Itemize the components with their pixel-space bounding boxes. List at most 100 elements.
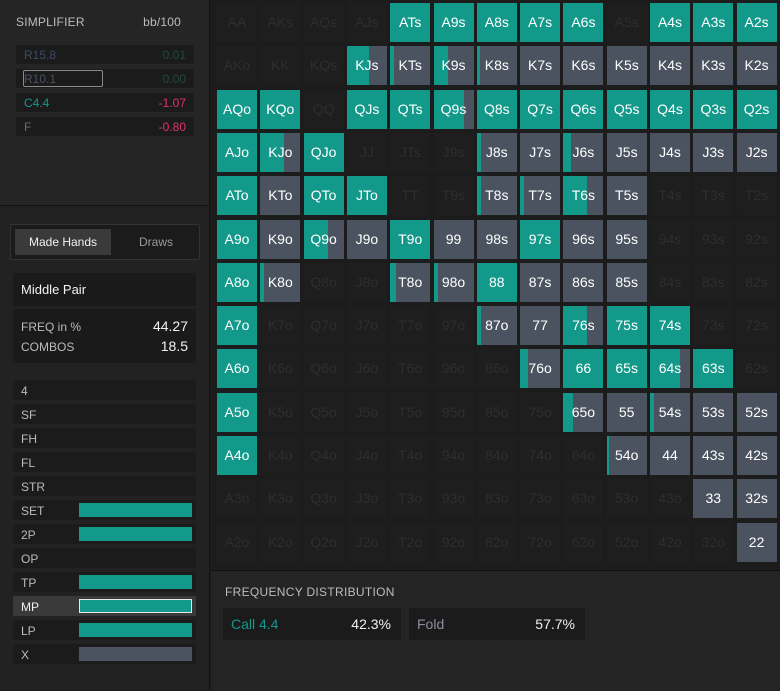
hand-cell-85o[interactable]: 85o: [476, 392, 517, 432]
hand-cell-a4s[interactable]: A4s: [650, 3, 690, 42]
hand-cell-94s[interactable]: 94s: [650, 219, 690, 259]
hand-cell-j5s[interactable]: J5s: [606, 132, 647, 172]
hand-cell-52s[interactable]: 52s: [736, 392, 777, 432]
hand-cell-q6s[interactable]: Q6s: [563, 89, 604, 129]
hand-cell-k6o[interactable]: K6o: [260, 349, 301, 389]
hand-cell-q8s[interactable]: Q8s: [476, 89, 517, 129]
hand-cell-42s[interactable]: 42s: [736, 436, 777, 475]
hand-cell-76o[interactable]: 76o: [520, 349, 561, 389]
hand-cell-63s[interactable]: 63s: [693, 349, 734, 389]
hand-cell-t8s[interactable]: T8s: [476, 176, 517, 216]
hand-cell-95s[interactable]: 95s: [606, 219, 647, 259]
hand-cell-k7s[interactable]: K7s: [520, 46, 561, 86]
hand-cell-98s[interactable]: 98s: [476, 219, 517, 259]
action-row[interactable]: F -0.80: [16, 117, 194, 136]
hand-cell-j6s[interactable]: J6s: [563, 132, 604, 172]
hand-cell-k2s[interactable]: K2s: [736, 46, 777, 86]
hand-cell-a9s[interactable]: A9s: [433, 3, 474, 42]
hand-cell-t7s[interactable]: T7s: [520, 176, 561, 216]
hand-cell-43o[interactable]: 43o: [650, 479, 690, 519]
category-row-x[interactable]: X: [13, 644, 196, 664]
hand-cell-a8o[interactable]: A8o: [217, 262, 257, 302]
hand-cell-a7o[interactable]: A7o: [217, 306, 257, 346]
category-row-fl[interactable]: FL: [13, 452, 196, 472]
hand-cell-a3s[interactable]: A3s: [693, 3, 734, 42]
hand-cell-62o[interactable]: 62o: [563, 522, 604, 562]
hand-cell-a9o[interactable]: A9o: [217, 219, 257, 259]
hand-cell-82o[interactable]: 82o: [476, 522, 517, 562]
hand-cell-kts[interactable]: KTs: [390, 46, 431, 86]
action-row[interactable]: R10.1 0.00: [16, 69, 194, 88]
hand-cell-q7s[interactable]: Q7s: [520, 89, 561, 129]
hand-cell-t2s[interactable]: T2s: [736, 176, 777, 216]
hand-cell-a3o[interactable]: A3o: [217, 479, 257, 519]
hand-cell-kk[interactable]: KK: [260, 46, 301, 86]
hand-cell-32o[interactable]: 32o: [693, 522, 734, 562]
hand-cell-aqo[interactable]: AQo: [217, 89, 257, 129]
hand-cell-52o[interactable]: 52o: [606, 522, 647, 562]
hand-cell-94o[interactable]: 94o: [433, 436, 474, 475]
hand-cell-j6o[interactable]: J6o: [346, 349, 387, 389]
hand-cell-jts[interactable]: JTs: [390, 132, 431, 172]
hand-cell-a7s[interactable]: A7s: [520, 3, 561, 42]
hand-cell-ato[interactable]: ATo: [217, 176, 257, 216]
hand-cell-aks[interactable]: AKs: [260, 3, 301, 42]
hand-cell-j2s[interactable]: J2s: [736, 132, 777, 172]
hand-cell-kjs[interactable]: KJs: [346, 46, 387, 86]
hand-cell-ajo[interactable]: AJo: [217, 132, 257, 172]
hand-cell-kjo[interactable]: KJo: [260, 132, 301, 172]
hand-cell-qjs[interactable]: QJs: [346, 89, 387, 129]
hand-cell-53o[interactable]: 53o: [606, 479, 647, 519]
hand-cell-k5s[interactable]: K5s: [606, 46, 647, 86]
hand-cell-kqo[interactable]: KQo: [260, 89, 301, 129]
hand-cell-t8o[interactable]: T8o: [390, 262, 431, 302]
hand-cell-j8o[interactable]: J8o: [346, 262, 387, 302]
hand-cell-t6o[interactable]: T6o: [390, 349, 431, 389]
hand-cell-97s[interactable]: 97s: [520, 219, 561, 259]
hand-cell-q5o[interactable]: Q5o: [303, 392, 344, 432]
hand-cell-84s[interactable]: 84s: [650, 262, 690, 302]
hand-cell-t2o[interactable]: T2o: [390, 522, 431, 562]
hand-cell-t9o[interactable]: T9o: [390, 219, 431, 259]
hand-cell-kqs[interactable]: KQs: [303, 46, 344, 86]
hand-cell-86o[interactable]: 86o: [476, 349, 517, 389]
hand-cell-t6s[interactable]: T6s: [563, 176, 604, 216]
hand-cell-q4o[interactable]: Q4o: [303, 436, 344, 475]
hand-cell-k4o[interactable]: K4o: [260, 436, 301, 475]
hand-cell-95o[interactable]: 95o: [433, 392, 474, 432]
hand-cell-82s[interactable]: 82s: [736, 262, 777, 302]
hand-cell-ats[interactable]: ATs: [390, 3, 431, 42]
category-row-lp[interactable]: LP: [13, 620, 196, 640]
hand-cell-aqs[interactable]: AQs: [303, 3, 344, 42]
hand-cell-74s[interactable]: 74s: [650, 306, 690, 346]
category-row-tp[interactable]: TP: [13, 572, 196, 592]
hand-cell-73o[interactable]: 73o: [520, 479, 561, 519]
hand-cell-a6o[interactable]: A6o: [217, 349, 257, 389]
hand-cell-j9o[interactable]: J9o: [346, 219, 387, 259]
hand-cell-q6o[interactable]: Q6o: [303, 349, 344, 389]
hand-cell-q2o[interactable]: Q2o: [303, 522, 344, 562]
hand-cell-88[interactable]: 88: [476, 262, 517, 302]
hand-cell-k9o[interactable]: K9o: [260, 219, 301, 259]
hand-cell-43s[interactable]: 43s: [693, 436, 734, 475]
hand-cell-a8s[interactable]: A8s: [476, 3, 517, 42]
hand-cell-a4o[interactable]: A4o: [217, 436, 257, 475]
hand-cell-t9s[interactable]: T9s: [433, 176, 474, 216]
hand-cell-j4o[interactable]: J4o: [346, 436, 387, 475]
hand-cell-k2o[interactable]: K2o: [260, 522, 301, 562]
category-row-mp[interactable]: MP: [13, 596, 196, 616]
hand-cell-75s[interactable]: 75s: [606, 306, 647, 346]
hand-cell-q4s[interactable]: Q4s: [650, 89, 690, 129]
hand-cell-ajs[interactable]: AJs: [346, 3, 387, 42]
hand-cell-k6s[interactable]: K6s: [563, 46, 604, 86]
hand-cell-64s[interactable]: 64s: [650, 349, 690, 389]
hand-cell-a6s[interactable]: A6s: [563, 3, 604, 42]
action-row[interactable]: R15.8 0.01: [16, 45, 194, 64]
hand-cell-86s[interactable]: 86s: [563, 262, 604, 302]
hand-cell-99[interactable]: 99: [433, 219, 474, 259]
hand-cell-k9s[interactable]: K9s: [433, 46, 474, 86]
hand-cell-k3o[interactable]: K3o: [260, 479, 301, 519]
tab-made-hands[interactable]: Made Hands: [15, 229, 111, 255]
hand-cell-96o[interactable]: 96o: [433, 349, 474, 389]
category-row-fh[interactable]: FH: [13, 428, 196, 448]
